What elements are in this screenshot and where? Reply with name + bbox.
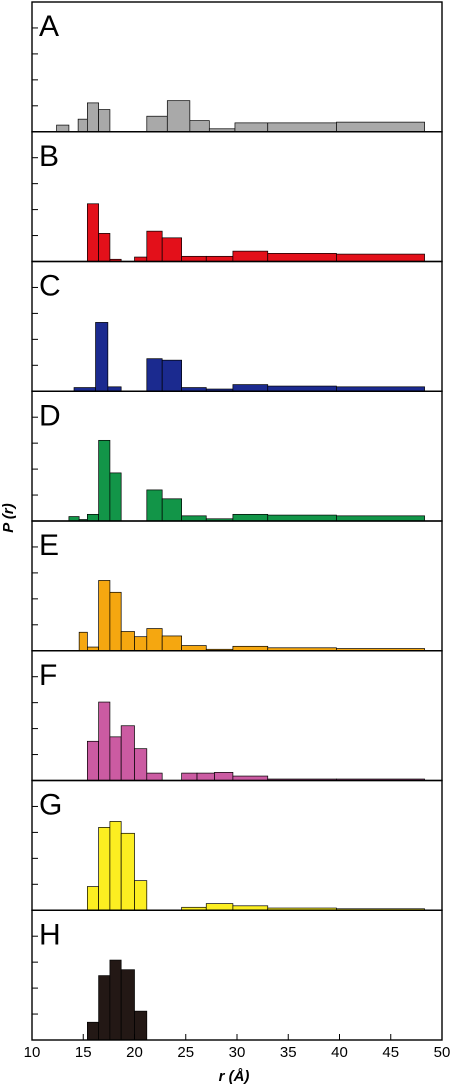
- bar-a-0: [56, 124, 70, 133]
- x-tick-label: 25: [177, 1044, 194, 1061]
- bar-d-11: [336, 515, 425, 522]
- panel-h: H: [31, 909, 443, 1041]
- bar-a-10: [336, 121, 425, 133]
- bar-f-5: [146, 772, 163, 781]
- bar-b-1: [98, 233, 111, 262]
- panel-g: G: [31, 779, 443, 911]
- panel-label-g: G: [39, 789, 62, 822]
- y-axis-label: P (r): [0, 503, 17, 532]
- bar-f-3: [120, 725, 135, 781]
- panel-label-h: H: [39, 918, 61, 951]
- bar-a-3: [98, 109, 111, 133]
- panel-label-b: B: [39, 140, 59, 173]
- panel-frame: [31, 390, 443, 522]
- bar-c-8: [267, 385, 337, 392]
- bar-h-4: [134, 1010, 148, 1041]
- bar-h-2: [109, 959, 122, 1041]
- x-tick-label: 15: [75, 1044, 92, 1061]
- bar-g-6: [205, 903, 234, 911]
- x-tick-label: 20: [126, 1044, 143, 1061]
- x-tick-label: 35: [280, 1044, 297, 1061]
- panel-label-d: D: [39, 399, 61, 432]
- bar-c-1: [95, 322, 109, 392]
- bar-a-8: [234, 122, 269, 133]
- panel-e: E: [31, 520, 443, 652]
- bar-e-6: [146, 628, 163, 652]
- bar-d-6: [161, 498, 182, 522]
- bar-g-1: [98, 827, 111, 911]
- x-tick-label: 10: [24, 1044, 41, 1061]
- panel-frame: [31, 520, 443, 652]
- bar-g-4: [134, 880, 148, 911]
- panels-layer: A B C D E F G H: [31, 1, 443, 1041]
- x-tick-label: 40: [331, 1044, 348, 1061]
- bar-d-2: [86, 513, 99, 522]
- x-axis: 10 15 20 25 30 35 40 45 50: [24, 1034, 451, 1061]
- bar-d-9: [232, 513, 269, 522]
- panel-label-f: F: [39, 659, 57, 692]
- bar-b-8: [232, 250, 269, 262]
- bar-b-10: [336, 253, 425, 262]
- bar-a-4: [146, 115, 168, 133]
- bar-f-1: [98, 701, 111, 781]
- panel-label-c: C: [39, 270, 61, 303]
- panel-f: F: [31, 650, 443, 782]
- bar-e-0: [78, 631, 88, 652]
- bar-d-10: [267, 514, 337, 522]
- bar-g-3: [120, 832, 135, 911]
- bar-b-5: [161, 237, 182, 262]
- bar-g-0: [86, 886, 99, 911]
- panel-b: B: [31, 131, 443, 263]
- bar-a-1: [77, 118, 88, 133]
- panel-label-a: A: [39, 10, 59, 43]
- bar-h-1: [98, 975, 111, 1041]
- bar-f-4: [134, 748, 148, 781]
- bar-c-3: [146, 358, 163, 392]
- x-tick-label: 45: [382, 1044, 399, 1061]
- bar-e-4: [120, 631, 135, 652]
- x-tick-label: 30: [229, 1044, 246, 1061]
- bar-d-7: [181, 515, 207, 522]
- bar-e-3: [109, 591, 122, 652]
- bar-d-3: [98, 439, 111, 522]
- bar-e-5: [134, 636, 148, 652]
- bar-a-9: [267, 122, 337, 133]
- panel-d: D: [31, 390, 443, 522]
- x-tick-label: 50: [434, 1044, 451, 1061]
- bar-b-4: [146, 230, 163, 262]
- bar-a-5: [166, 100, 191, 133]
- bar-a-6: [189, 120, 210, 133]
- bar-f-8: [214, 772, 234, 781]
- x-axis-label: r (Å): [219, 1068, 250, 1085]
- panel-c: C: [31, 260, 443, 392]
- bar-g-2: [109, 821, 122, 911]
- bar-d-5: [146, 489, 163, 522]
- bar-f-0: [86, 740, 99, 781]
- bar-e-2: [98, 580, 111, 652]
- bar-f-2: [109, 736, 122, 781]
- bar-c-7: [232, 384, 269, 392]
- panel-frame: [31, 260, 443, 392]
- bar-b-9: [267, 253, 337, 262]
- bar-d-4: [109, 472, 122, 522]
- panel-a: A: [31, 1, 443, 133]
- bar-b-7: [205, 255, 234, 262]
- bar-e-7: [161, 635, 182, 652]
- bar-a-2: [86, 102, 99, 133]
- bar-f-6: [181, 772, 198, 781]
- bar-b-6: [181, 255, 207, 262]
- bar-h-0: [86, 1021, 99, 1041]
- panel-label-e: E: [39, 529, 59, 562]
- bar-h-3: [120, 969, 135, 1041]
- panel-frame: [31, 909, 443, 1041]
- bar-f-7: [196, 772, 215, 781]
- bar-e-8: [181, 645, 207, 652]
- bar-c-4: [161, 359, 182, 392]
- bar-b-0: [86, 203, 99, 262]
